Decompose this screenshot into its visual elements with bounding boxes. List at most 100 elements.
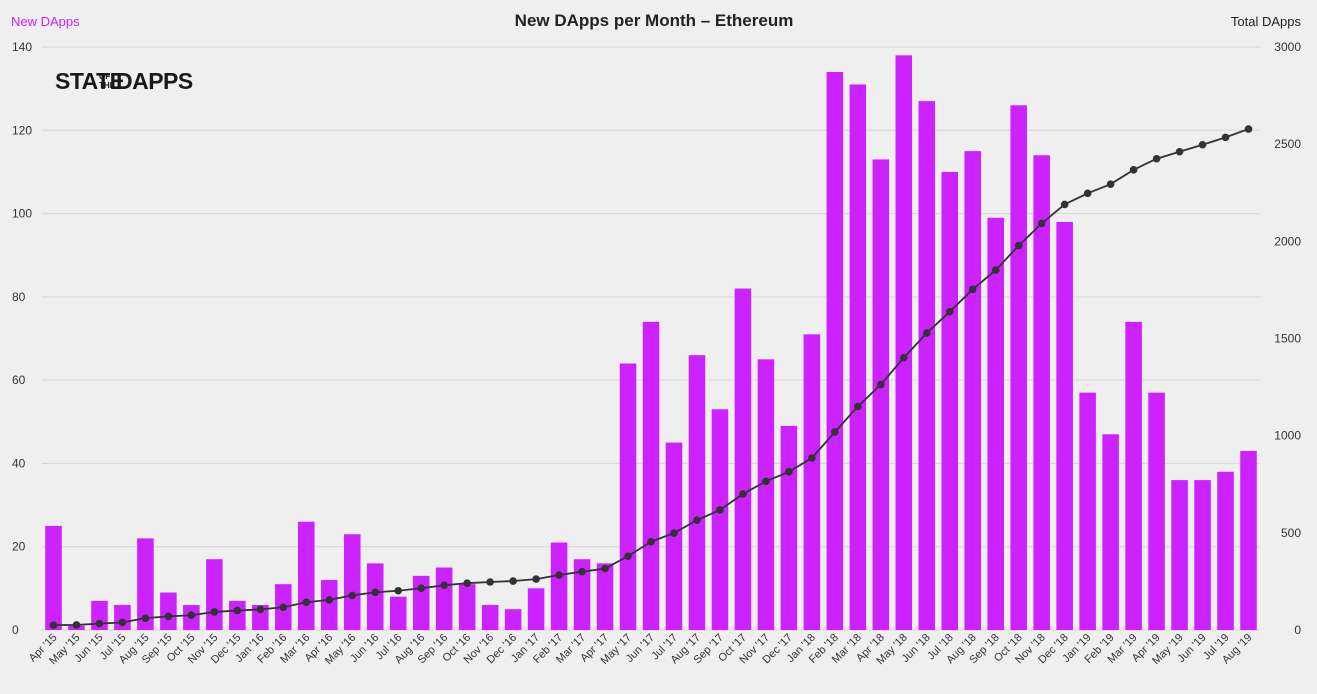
line-point bbox=[371, 588, 380, 597]
bar bbox=[229, 600, 246, 630]
line-point bbox=[233, 606, 242, 615]
line-point bbox=[325, 596, 334, 604]
logo-the: THE bbox=[99, 81, 116, 90]
logo-dapps: DAPPS bbox=[116, 68, 193, 94]
bar bbox=[573, 559, 591, 630]
left-tick-label: 100 bbox=[12, 207, 32, 221]
bar bbox=[711, 409, 729, 630]
line-point bbox=[95, 619, 104, 628]
bar bbox=[481, 605, 499, 630]
line-point bbox=[762, 477, 770, 486]
line-point bbox=[831, 428, 839, 436]
bar bbox=[619, 363, 637, 630]
line-point bbox=[1175, 147, 1184, 156]
line-point bbox=[1152, 154, 1161, 163]
bar bbox=[114, 605, 131, 630]
bar bbox=[734, 288, 752, 630]
line-point bbox=[716, 506, 724, 514]
left-axis-ticks: 0 20 40 60 80 100 120 140 bbox=[12, 40, 32, 637]
bar bbox=[941, 171, 959, 630]
bar-series bbox=[45, 55, 1257, 631]
line-point bbox=[141, 614, 150, 622]
bar bbox=[803, 334, 821, 630]
bar bbox=[849, 84, 867, 630]
bar bbox=[826, 71, 844, 630]
line-point bbox=[555, 571, 563, 579]
line-point bbox=[394, 586, 403, 595]
line-point bbox=[509, 577, 517, 585]
line-point bbox=[899, 353, 908, 362]
bar bbox=[1079, 392, 1096, 630]
right-axis-ticks: 0 500 1000 1500 2000 2500 3000 bbox=[1274, 40, 1301, 637]
bar bbox=[320, 580, 338, 630]
right-tick-label: 1000 bbox=[1274, 429, 1301, 443]
bar bbox=[206, 559, 223, 630]
line-point bbox=[72, 621, 81, 629]
line-point bbox=[417, 584, 425, 593]
line-point bbox=[164, 612, 173, 621]
line-point bbox=[945, 307, 954, 316]
line-point bbox=[1221, 133, 1230, 142]
bar bbox=[964, 151, 982, 630]
bar bbox=[343, 534, 361, 630]
line-point bbox=[256, 605, 265, 614]
line-point bbox=[1129, 166, 1138, 174]
chart-title: New DApps per Month – Ethereum bbox=[515, 11, 794, 30]
bar bbox=[872, 159, 890, 630]
bar bbox=[1240, 450, 1257, 630]
line-point bbox=[647, 537, 655, 546]
bar bbox=[160, 592, 177, 630]
bar bbox=[1171, 480, 1188, 630]
right-tick-label: 0 bbox=[1294, 623, 1301, 637]
line-point bbox=[210, 608, 219, 616]
state-of-the-dapps-logo: STATE OF THE DAPPS bbox=[55, 68, 193, 94]
bar bbox=[688, 355, 706, 630]
bar bbox=[252, 605, 269, 630]
bar bbox=[1194, 480, 1211, 630]
line-point bbox=[463, 579, 471, 587]
right-tick-label: 3000 bbox=[1274, 40, 1301, 54]
right-tick-label: 2500 bbox=[1274, 137, 1301, 151]
left-tick-label: 60 bbox=[12, 373, 26, 387]
bar bbox=[1010, 105, 1027, 631]
line-point bbox=[1083, 189, 1092, 198]
logo-of: OF bbox=[99, 72, 110, 81]
line-series bbox=[49, 125, 1253, 629]
bar bbox=[596, 563, 614, 630]
line-point bbox=[785, 468, 793, 476]
bar bbox=[389, 596, 407, 630]
line-point bbox=[601, 564, 609, 573]
right-tick-label: 500 bbox=[1281, 526, 1301, 540]
line-point bbox=[1014, 241, 1023, 250]
bar bbox=[987, 217, 1004, 630]
left-axis-legend: New DApps bbox=[11, 14, 80, 29]
line-point bbox=[187, 611, 196, 620]
line-point bbox=[1037, 219, 1046, 228]
line-point bbox=[877, 380, 885, 389]
bar bbox=[504, 609, 522, 630]
line-point bbox=[348, 591, 357, 600]
line-point bbox=[670, 529, 678, 537]
line-point bbox=[302, 598, 311, 607]
bar bbox=[1148, 392, 1165, 630]
bar bbox=[366, 563, 384, 630]
bar bbox=[412, 575, 430, 630]
bar bbox=[1033, 155, 1050, 630]
left-tick-label: 40 bbox=[12, 456, 26, 470]
left-tick-label: 80 bbox=[12, 290, 26, 304]
line-point bbox=[968, 285, 977, 294]
line-point bbox=[1244, 125, 1253, 133]
bar bbox=[435, 567, 453, 630]
line-point bbox=[578, 567, 586, 576]
bar bbox=[298, 521, 315, 630]
line-point bbox=[854, 402, 862, 411]
logo-state: STATE bbox=[55, 68, 125, 94]
line-point bbox=[49, 621, 58, 629]
right-tick-label: 2000 bbox=[1274, 234, 1301, 248]
line-point bbox=[1060, 200, 1069, 209]
line-point bbox=[532, 575, 540, 583]
bar bbox=[780, 425, 798, 630]
